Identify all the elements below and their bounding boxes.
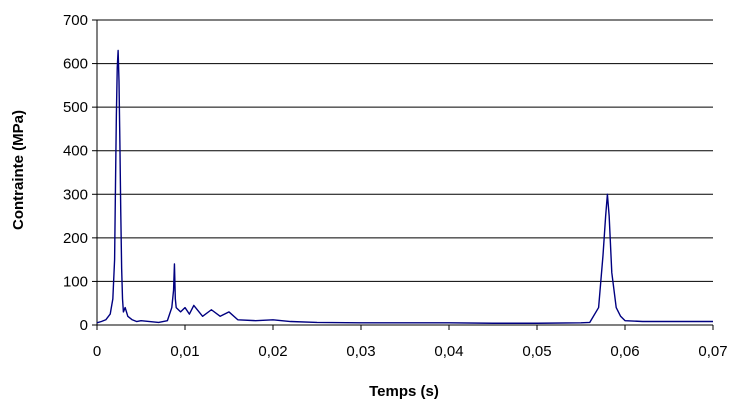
x-tick-label: 0,03: [346, 343, 375, 360]
x-tick-label: 0,05: [522, 343, 551, 360]
x-tick-label: 0,01: [170, 343, 199, 360]
y-tick-label: 700: [63, 12, 88, 29]
x-tick-label: 0,02: [258, 343, 287, 360]
axes: [96, 20, 713, 326]
y-tick-label: 200: [63, 230, 88, 247]
y-tick-label: 400: [63, 143, 88, 160]
y-tick-label: 0: [80, 317, 88, 334]
x-axis-title: Temps (s): [369, 383, 439, 400]
y-tick-label: 600: [63, 56, 88, 73]
x-axis-ticks: 0 0,01 0,02 0,03 0,04 0,05 0,06 0,07: [93, 325, 728, 360]
x-tick-label: 0,07: [698, 343, 727, 360]
series-line: [96, 49, 713, 324]
x-tick-label: 0,04: [434, 343, 463, 360]
x-tick-label: 0,06: [610, 343, 639, 360]
y-axis-title: Contrainte (MPa): [10, 110, 27, 230]
x-tick-label: 0: [93, 343, 101, 360]
y-tick-label: 100: [63, 273, 88, 290]
y-tick-label: 300: [63, 186, 88, 203]
y-axis-ticks: 0 100 200 300 400 500 600 700: [63, 12, 97, 334]
y-tick-label: 500: [63, 99, 88, 116]
gridlines: [97, 19, 713, 282]
